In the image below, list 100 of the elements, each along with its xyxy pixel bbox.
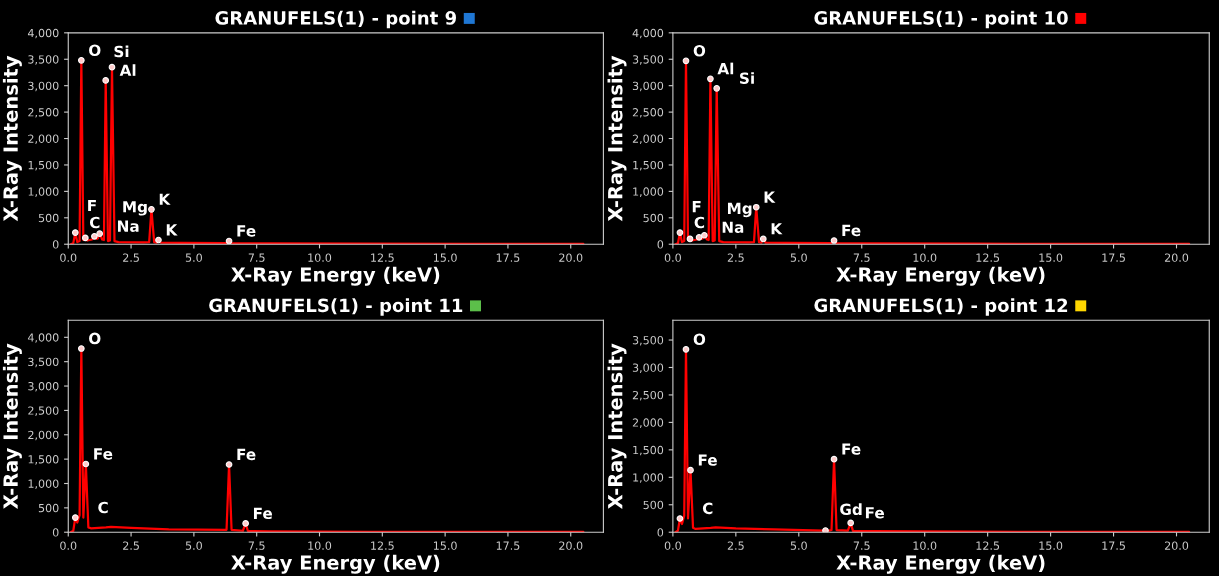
x-tick-label: 2.5 bbox=[727, 541, 744, 550]
y-tick-label: 3,000 bbox=[632, 81, 664, 92]
y-tick-label: 2,500 bbox=[632, 108, 664, 118]
annotation: Fe bbox=[842, 443, 861, 455]
y-tick-label: 4,000 bbox=[27, 28, 59, 39]
y-tick-label: 2,000 bbox=[632, 134, 664, 145]
x-tick-label: 10.0 bbox=[913, 253, 937, 262]
annotation: O bbox=[89, 44, 101, 56]
y-tick-label: 1,000 bbox=[28, 479, 59, 490]
y-tick-label: 4,000 bbox=[632, 28, 664, 39]
annotation: K bbox=[166, 224, 178, 236]
y-tick-label: 1,000 bbox=[633, 473, 664, 483]
chart-title: GRANUFELS(1) - point 10 bbox=[814, 10, 1068, 29]
x-tick-label: 17.5 bbox=[496, 253, 520, 262]
x-tick-label: 20.0 bbox=[1164, 253, 1189, 262]
x-tick-label: 0.0 bbox=[60, 253, 77, 262]
y-tick-label: 500 bbox=[38, 503, 59, 513]
y-tick-label: 1,500 bbox=[633, 445, 664, 456]
annotation: K bbox=[764, 191, 776, 203]
y-tick-label: 3,000 bbox=[28, 81, 59, 92]
x-tick-label: 7.5 bbox=[248, 253, 265, 262]
annotation: Fe bbox=[865, 507, 884, 519]
y-tick-label: 2,000 bbox=[28, 430, 59, 441]
x-tick-label: 10.0 bbox=[913, 541, 937, 550]
x-tick-label: 20.0 bbox=[1164, 541, 1189, 550]
y-axis-title: X-Ray Intensity bbox=[607, 55, 627, 222]
x-tick-label: 15.0 bbox=[1039, 541, 1063, 550]
x-tick-label: 20.0 bbox=[559, 541, 583, 550]
y-tick-label: 2,500 bbox=[28, 108, 59, 118]
x-tick-label: 15.0 bbox=[433, 541, 457, 550]
annotation: C bbox=[98, 501, 108, 514]
annotation: F bbox=[88, 199, 96, 212]
x-axis-title: X-Ray Energy (keV) bbox=[231, 554, 440, 574]
annotation: Mg bbox=[727, 202, 752, 218]
annotation: Fe bbox=[94, 448, 113, 460]
x-tick-label: 15.0 bbox=[433, 253, 457, 262]
x-tick-label: 20.0 bbox=[559, 253, 583, 262]
chart-title: GRANUFELS(1) - point 11 bbox=[209, 298, 463, 316]
annotation: O bbox=[693, 333, 706, 346]
x-axis-title: X-Ray Energy (keV) bbox=[231, 266, 440, 286]
y-tick-label: 3,500 bbox=[28, 55, 59, 65]
annotation: Fe bbox=[237, 448, 256, 461]
x-tick-label: 17.5 bbox=[1102, 253, 1125, 262]
annotation: Si bbox=[114, 45, 129, 58]
x-tick-label: 10.0 bbox=[308, 253, 332, 262]
x-tick-label: 0.0 bbox=[664, 253, 681, 262]
y-tick-label: 4,000 bbox=[27, 333, 59, 343]
y-tick-label: 3,000 bbox=[632, 363, 664, 373]
y-tick-label: 3,500 bbox=[632, 55, 664, 65]
chart-title: GRANUFELS(1) - point 9 bbox=[215, 10, 456, 29]
annotation: Al bbox=[717, 62, 734, 75]
x-tick-label: 10.0 bbox=[308, 541, 332, 550]
annotation: Fe bbox=[698, 454, 717, 466]
y-tick-label: 0 bbox=[52, 240, 59, 249]
annotation: Fe bbox=[253, 507, 273, 520]
x-tick-label: 5.0 bbox=[185, 253, 202, 262]
x-tick-label: 7.5 bbox=[853, 253, 870, 262]
x-axis-title: X-Ray Energy (keV) bbox=[836, 266, 1045, 286]
x-tick-label: 12.5 bbox=[371, 541, 394, 550]
x-tick-label: 5.0 bbox=[790, 541, 807, 550]
annotation: Al bbox=[119, 64, 136, 76]
x-axis-title: X-Ray Energy (keV) bbox=[836, 554, 1045, 574]
x-tick-label: 0.0 bbox=[60, 541, 77, 550]
annotation: K bbox=[771, 223, 783, 235]
y-tick-label: 2,000 bbox=[28, 134, 59, 145]
annotation: Na bbox=[722, 221, 744, 233]
annotation: Na bbox=[118, 220, 139, 232]
x-tick-label: 2.5 bbox=[123, 541, 139, 550]
annotation: O bbox=[693, 44, 706, 57]
annotation: F bbox=[692, 201, 701, 213]
x-tick-label: 5.0 bbox=[790, 253, 807, 262]
annotation: C bbox=[702, 502, 713, 515]
x-tick-label: 15.0 bbox=[1039, 253, 1063, 262]
y-tick-label: 3,000 bbox=[28, 382, 59, 392]
annotation: Fe bbox=[237, 225, 256, 237]
annotation: C bbox=[694, 216, 705, 229]
annotation: Si bbox=[740, 72, 754, 84]
y-tick-label: 3,500 bbox=[632, 336, 664, 346]
y-tick-label: 1,500 bbox=[28, 160, 59, 171]
y-tick-label: 1,000 bbox=[633, 187, 664, 197]
y-tick-label: 3,500 bbox=[28, 357, 59, 368]
x-tick-label: 5.0 bbox=[185, 541, 202, 550]
y-tick-label: 1,500 bbox=[633, 160, 664, 171]
y-tick-label: 1,500 bbox=[28, 455, 59, 465]
annotation: C bbox=[89, 216, 100, 229]
y-tick-label: 2,500 bbox=[632, 390, 664, 401]
y-tick-label: 500 bbox=[643, 213, 664, 223]
x-tick-label: 2.5 bbox=[727, 253, 744, 262]
y-tick-label: 500 bbox=[38, 213, 59, 223]
y-tick-label: 0 bbox=[52, 528, 59, 537]
y-tick-label: 0 bbox=[657, 528, 664, 537]
x-tick-label: 17.5 bbox=[496, 541, 520, 550]
y-tick-label: 2,500 bbox=[28, 406, 59, 416]
y-tick-label: 0 bbox=[657, 240, 664, 249]
x-tick-label: 12.5 bbox=[371, 253, 394, 262]
x-tick-label: 12.5 bbox=[976, 253, 1000, 262]
annotation: K bbox=[159, 193, 171, 205]
chart-title: GRANUFELS(1) - point 12 bbox=[814, 298, 1068, 316]
annotation: Gd bbox=[840, 503, 862, 516]
y-tick-label: 500 bbox=[643, 500, 664, 510]
